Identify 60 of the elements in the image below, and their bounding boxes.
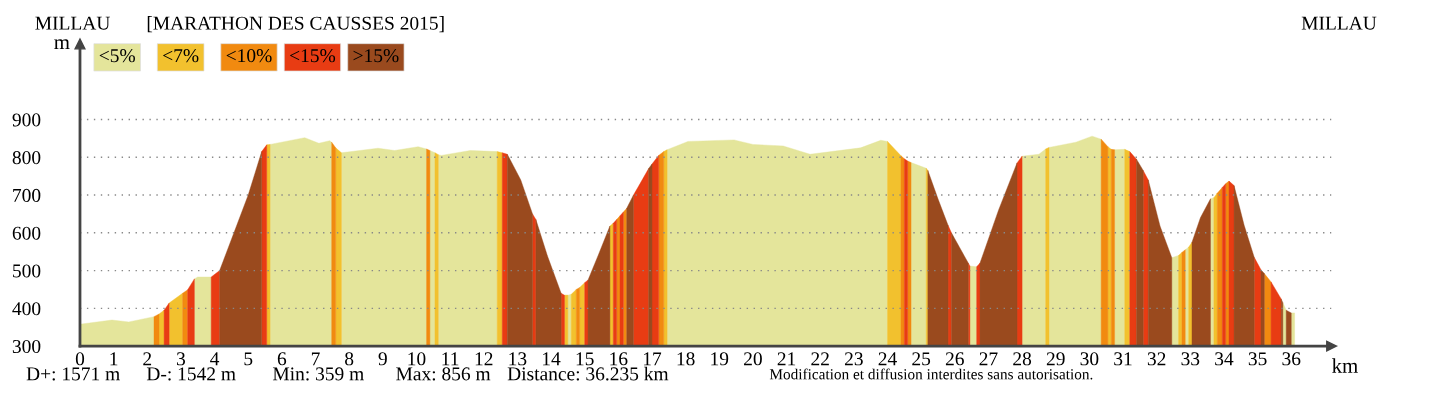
x-tick-label: 34: [1215, 352, 1234, 366]
x-tick-label: 35: [1248, 352, 1267, 366]
y-axis-title: m: [54, 39, 70, 49]
x-tick-label: 8: [345, 352, 354, 366]
x-tick-label: 11: [442, 352, 459, 366]
text: MILLAU: [1301, 16, 1377, 30]
x-tick-label: 29: [1046, 352, 1065, 366]
text: Min: 359 m: [272, 367, 364, 381]
y-tick-label: 300: [12, 339, 41, 354]
y-tick-label: 700: [13, 188, 41, 202]
x-tick-label: 7: [311, 352, 320, 366]
x-tick-label: 20: [744, 352, 762, 366]
x-tick-label: 0: [75, 352, 85, 366]
x-tick-label: 26: [945, 352, 964, 366]
x-tick-label: 18: [677, 352, 695, 366]
text: <7%: [163, 49, 199, 63]
x-tick-label: 14: [543, 352, 561, 366]
x-tick-label: 31: [1114, 352, 1132, 366]
x-tick-label: 2: [143, 352, 152, 366]
x-tick-label: 5: [244, 352, 253, 366]
x-tick-label: 4: [210, 352, 220, 366]
x-tick-label: 9: [378, 352, 387, 366]
text: <15%: [290, 49, 336, 63]
text: <10%: [226, 49, 272, 63]
x-tick-label: 12: [475, 352, 493, 366]
x-tick-label: 15: [576, 352, 594, 366]
x-tick-label: 1: [110, 352, 118, 366]
text: <5%: [99, 49, 135, 63]
y-tick-label: 800: [12, 151, 41, 165]
x-tick-label: 19: [711, 352, 729, 366]
x-tick-label: 17: [643, 352, 662, 366]
chart-title: [MARATHON DES CAUSSES 2015]: [147, 16, 444, 33]
x-tick-label: 6: [277, 352, 287, 366]
text: >15%: [353, 49, 399, 63]
text: MILLAU: [35, 16, 110, 30]
y-tick-label: 600: [12, 226, 41, 240]
x-tick-label: 30: [1080, 352, 1099, 366]
y-tick-label: 500: [13, 264, 41, 278]
y-tick-label: 400: [12, 302, 41, 316]
y-tick-label: 900: [12, 113, 41, 127]
x-tick-label: 21: [777, 352, 796, 366]
text: Modification et diffusion interdites sans autorisation.: [769, 368, 1093, 380]
x-axis-title: km: [1332, 358, 1358, 373]
text: D+: 1571 m: [26, 367, 120, 381]
x-tick-label: 33: [1181, 352, 1200, 366]
x-tick-label: 32: [1147, 352, 1166, 366]
x-tick-label: 27: [979, 352, 998, 366]
x-tick-label: 28: [1013, 352, 1032, 366]
x-tick-label: 22: [811, 352, 829, 366]
x-tick-label: 10: [408, 352, 426, 366]
text: Distance: 36.235 km: [507, 366, 669, 381]
text: D-: 1542 m: [146, 367, 236, 381]
x-tick-label: 3: [176, 352, 186, 366]
text: Max: 856 m: [396, 367, 491, 381]
x-tick-label: 36: [1282, 352, 1301, 366]
x-tick-label: 16: [610, 352, 628, 366]
x-tick-label: 23: [844, 352, 863, 366]
x-tick-label: 25: [912, 352, 931, 366]
x-tick-label: 13: [509, 352, 527, 366]
x-tick-label: 24: [878, 352, 897, 366]
